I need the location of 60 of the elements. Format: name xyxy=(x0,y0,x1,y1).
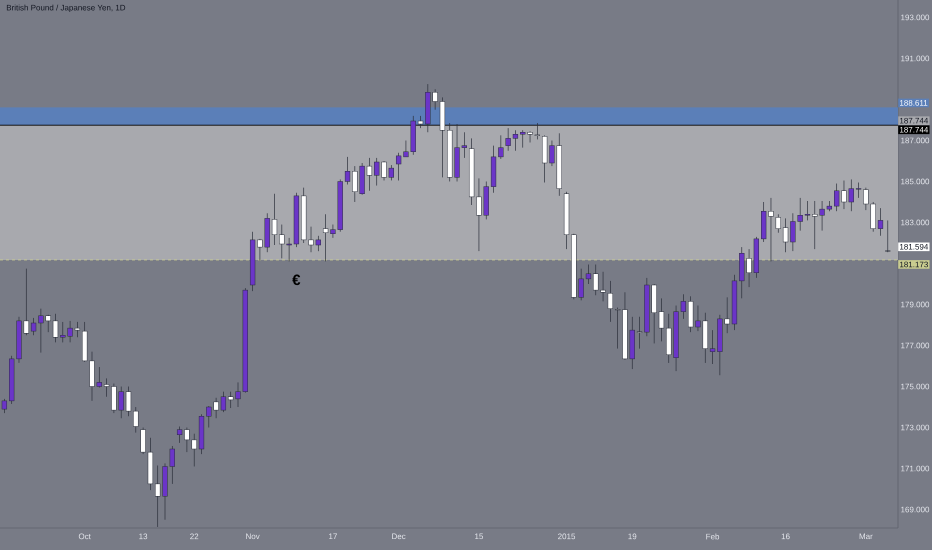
y-tick-label: 183.000 xyxy=(901,220,930,226)
y-tick-label: 191.000 xyxy=(901,56,930,62)
x-tick-label: 19 xyxy=(628,534,636,540)
candlestick xyxy=(2,398,8,414)
y-tick-label: 169.000 xyxy=(901,506,930,512)
x-tick-label: 16 xyxy=(782,534,790,540)
x-tick-label: Feb xyxy=(706,534,720,540)
candlestick xyxy=(155,465,160,528)
ref-line-label: 181.173 xyxy=(900,262,928,268)
candlestick xyxy=(374,158,380,186)
y-tick-label: 193.000 xyxy=(901,14,930,20)
candlestick xyxy=(848,179,854,212)
y-tick-label: 173.000 xyxy=(901,424,930,430)
x-tick-label: 15 xyxy=(475,534,484,540)
candlestick xyxy=(812,200,818,250)
candlestick xyxy=(593,264,598,296)
x-tick-label: 2015 xyxy=(558,534,576,540)
candlestick xyxy=(272,193,278,246)
y-tick-label: 185.000 xyxy=(901,178,930,184)
candlestick xyxy=(776,214,781,234)
candlestick xyxy=(126,386,132,417)
candlestick xyxy=(863,187,869,211)
candlestick xyxy=(600,271,606,302)
candlestick xyxy=(60,322,66,343)
candlestick xyxy=(534,122,540,140)
candlestick xyxy=(520,130,526,148)
candlestick xyxy=(279,224,284,259)
x-tick-label: Oct xyxy=(78,534,91,540)
candlestick xyxy=(235,382,241,408)
band-label: 188.611 xyxy=(900,100,928,106)
candlestick xyxy=(206,406,212,428)
candlestick xyxy=(228,391,234,408)
y-tick-label: 171.000 xyxy=(901,466,930,472)
text: British Pound / Japanese Yen, 1D xyxy=(6,4,126,12)
candlestick xyxy=(885,220,890,253)
candlestick xyxy=(527,130,533,143)
y-tick-label: 187.000 xyxy=(901,138,930,144)
x-tick-label: 13 xyxy=(139,534,148,540)
candlestick xyxy=(24,268,29,336)
ref-line-label: 187.744 xyxy=(900,126,928,133)
candlestick xyxy=(856,182,862,198)
candlestick xyxy=(118,386,124,419)
x-tick-label: Nov xyxy=(246,534,260,540)
x-tick-label: 22 xyxy=(190,534,198,540)
y-tick-label: 177.000 xyxy=(901,342,930,348)
candlestick xyxy=(133,406,138,433)
candlestick xyxy=(192,433,197,467)
candlestick xyxy=(52,313,58,343)
x-tick-label: 17 xyxy=(329,534,337,540)
candlestick xyxy=(96,366,102,388)
annotation: € xyxy=(292,274,300,286)
candlestick xyxy=(608,280,614,322)
y-tick-label: 175.000 xyxy=(901,384,930,390)
x-tick-label: Mar xyxy=(860,534,873,540)
band-label: 187.744 xyxy=(900,118,928,124)
candlestick xyxy=(170,446,175,484)
candlestick xyxy=(46,314,51,333)
text: 181.594 xyxy=(900,244,928,250)
x-tick-label: Dec xyxy=(392,534,406,540)
y-tick-label: 179.000 xyxy=(901,302,930,308)
